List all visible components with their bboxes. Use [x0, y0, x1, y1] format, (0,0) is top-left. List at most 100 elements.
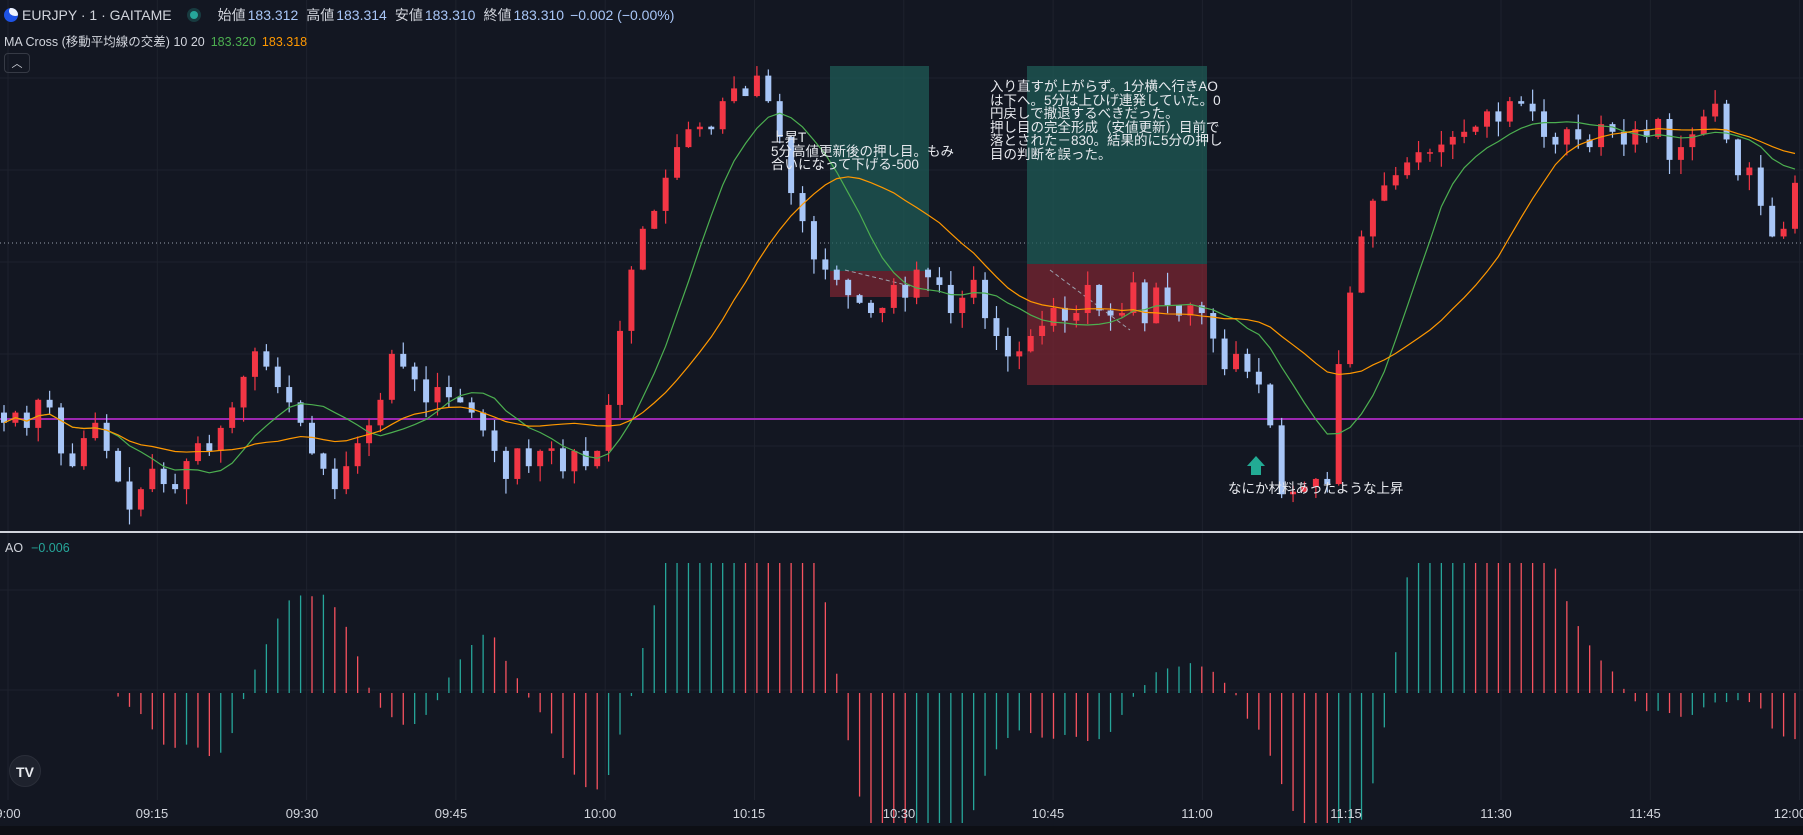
collapse-button[interactable]: ︿ [4, 53, 30, 73]
candle-body [331, 468, 338, 490]
time-tick: 10:45 [1031, 806, 1065, 821]
candle-body [1563, 129, 1570, 145]
candle-body [1643, 129, 1650, 137]
high-value: 183.314 [336, 7, 387, 23]
candle-body [1449, 136, 1456, 145]
candle-body [502, 450, 509, 479]
candle-body [1278, 425, 1285, 495]
long-target-zone [1027, 66, 1207, 264]
candle-body [1552, 136, 1559, 145]
annotation-note-1[interactable]: 上昇T 5分高値更新後の押し目。もみ 合いになって下げる-500 [771, 130, 955, 172]
ao-legend[interactable]: AO −0.006 [5, 541, 70, 555]
candle-body [23, 412, 30, 428]
status-strip [0, 826, 1803, 835]
candle-body [354, 443, 361, 467]
candle-body [480, 412, 487, 431]
candle-body [1198, 305, 1205, 314]
candle-body [69, 453, 76, 467]
candle-body [1575, 129, 1582, 140]
eur-flag-icon [4, 8, 18, 22]
candle-body [537, 450, 544, 467]
candle-body [605, 404, 612, 451]
candle-body [183, 461, 190, 490]
candle-body [514, 448, 521, 479]
candle-body [320, 453, 327, 469]
symbol-header: EURJPY · 1 · GAITAME 始値 183.312 高値 183.314… [0, 4, 674, 26]
low-label: 安値 [394, 7, 423, 23]
candle-body [890, 284, 897, 308]
candle-body [1472, 126, 1479, 132]
time-tick: 12:00 [1773, 806, 1803, 821]
candle-body [103, 422, 110, 451]
high-label: 高値 [306, 7, 335, 23]
candle-body [822, 259, 829, 270]
up-arrow-icon [1247, 456, 1265, 475]
candle-body [1598, 124, 1605, 148]
candle-body [1712, 103, 1719, 117]
candle-body [742, 88, 749, 97]
candle-body [959, 297, 966, 314]
candle-body [1358, 236, 1365, 293]
annotation-note-3[interactable]: なにか材料あったような上昇 [1228, 481, 1404, 496]
candle-body [274, 366, 281, 388]
candle-body [765, 75, 772, 102]
candle-body [1050, 307, 1057, 326]
candle-body [788, 136, 795, 194]
candle-body [651, 210, 658, 229]
candle-body [674, 147, 681, 178]
candle-body [377, 399, 384, 426]
candle-body [833, 269, 840, 280]
open-value: 183.312 [247, 7, 299, 23]
candle-body [1461, 131, 1468, 137]
ma-cross-legend[interactable]: MA Cross (移動平均線の交差) 10 20 183.320 183.318 [4, 31, 307, 50]
candle-body [229, 407, 236, 428]
candle-body [1655, 119, 1662, 137]
candle-body [251, 351, 258, 377]
candle-body [1061, 307, 1068, 321]
candle-body [753, 75, 760, 97]
candle-body [1255, 371, 1262, 385]
candle-body [799, 193, 806, 222]
candle-body [115, 450, 122, 482]
chevron-up-icon: ︿ [11, 58, 23, 70]
candle-body [1392, 175, 1399, 186]
candle-body [1529, 103, 1536, 112]
candle-body [263, 351, 270, 367]
candle-body [617, 330, 624, 405]
candle-body [902, 284, 909, 298]
candle-body [1118, 313, 1125, 316]
candle-body [1632, 129, 1639, 145]
candle-body [936, 277, 943, 285]
candle-body [1483, 111, 1490, 127]
candle-body [1244, 353, 1251, 372]
candle-body [708, 126, 715, 130]
candle-body [1187, 305, 1194, 316]
candle-body [1141, 282, 1148, 324]
candle-body [970, 279, 977, 298]
candle-body [1426, 152, 1433, 154]
stop-zone [1027, 264, 1207, 385]
market-status-icon [189, 11, 198, 19]
candle-body [46, 399, 53, 408]
time-tick: 11:45 [1629, 806, 1661, 821]
candle-body [343, 466, 350, 490]
candle-body [1438, 144, 1445, 153]
tradingview-logo-icon[interactable]: TV [9, 755, 41, 787]
candle-body [286, 387, 293, 403]
candle-body [217, 427, 224, 451]
annotation-note-2[interactable]: 入り直すが上がらず。1分横へ行きAO は下へ。5分は上ひげ連発していた。0 円戻… [990, 79, 1223, 162]
candle-body [423, 379, 430, 403]
time-axis[interactable]: 9:00 09:15 09:30 09:45 10:00 10:15 10:30… [0, 800, 1803, 835]
symbol-title[interactable]: EURJPY · 1 · GAITAME [22, 7, 172, 23]
time-tick: 11:15 [1330, 806, 1362, 821]
candle-body [149, 468, 156, 490]
candle-body [731, 88, 738, 102]
candle-body [1689, 134, 1696, 148]
candle-body [1792, 182, 1798, 229]
candle-body [388, 353, 395, 400]
candle-body [696, 126, 703, 130]
candle-body [126, 481, 133, 510]
candle-body [1084, 284, 1091, 314]
